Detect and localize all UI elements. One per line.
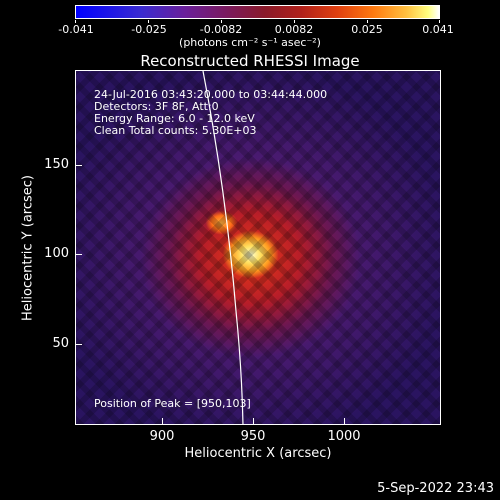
x-tick xyxy=(344,418,345,425)
y-tick xyxy=(75,344,82,345)
info-time-range: 24-Jul-2016 03:43:20.000 to 03:44:44.000 xyxy=(94,88,328,101)
colorbar-label: -0.0082 xyxy=(199,23,243,36)
y-axis-title: Heliocentric Y (arcsec) xyxy=(20,175,36,321)
info-energy-range: Energy Range: 6.0 - 12.0 keV xyxy=(94,112,255,125)
solar-limb-line xyxy=(202,71,244,424)
colorbar-tick xyxy=(367,20,368,23)
ripple-pattern xyxy=(76,71,440,424)
x-tick-label: 900 xyxy=(149,429,175,444)
info-total-counts: Clean Total counts: 5.30E+03 xyxy=(94,124,257,137)
x-tick xyxy=(253,418,254,425)
colorbar-tick xyxy=(294,20,295,23)
x-tick xyxy=(162,418,163,425)
colorbar-units: (photons cm⁻² s⁻¹ asec⁻²) xyxy=(179,36,321,49)
x-tick-label: 1000 xyxy=(327,429,361,444)
rhessi-image: 24-Jul-2016 03:43:20.000 to 03:44:44.000… xyxy=(75,70,441,425)
info-peak-position: Position of Peak = [950,103] xyxy=(94,397,251,410)
intensity-map xyxy=(76,71,440,424)
colorbar xyxy=(75,5,440,19)
colorbar-label: 0.041 xyxy=(422,23,454,36)
plot-title: Reconstructed RHESSI Image xyxy=(140,52,360,70)
x-tick-label: 950 xyxy=(240,429,266,444)
colorbar-tick xyxy=(75,20,76,23)
colorbar-tick xyxy=(148,20,149,23)
y-tick xyxy=(75,165,82,166)
colorbar-label: 0.0082 xyxy=(274,23,314,36)
colorbar-label: -0.041 xyxy=(58,23,94,36)
render-timestamp: 5-Sep-2022 23:43 xyxy=(377,481,494,496)
y-tick-label: 150 xyxy=(44,157,69,172)
y-tick-label: 100 xyxy=(44,246,69,261)
colorbar-label: 0.025 xyxy=(351,23,383,36)
colorbar-label: -0.025 xyxy=(131,23,167,36)
info-detectors: Detectors: 3F 8F, Att:0 xyxy=(94,100,219,113)
colorbar-tick xyxy=(439,20,440,23)
y-tick-label: 50 xyxy=(52,336,69,351)
colorbar-tick xyxy=(221,20,222,23)
y-tick xyxy=(75,254,82,255)
x-axis-title: Heliocentric X (arcsec) xyxy=(184,446,332,461)
